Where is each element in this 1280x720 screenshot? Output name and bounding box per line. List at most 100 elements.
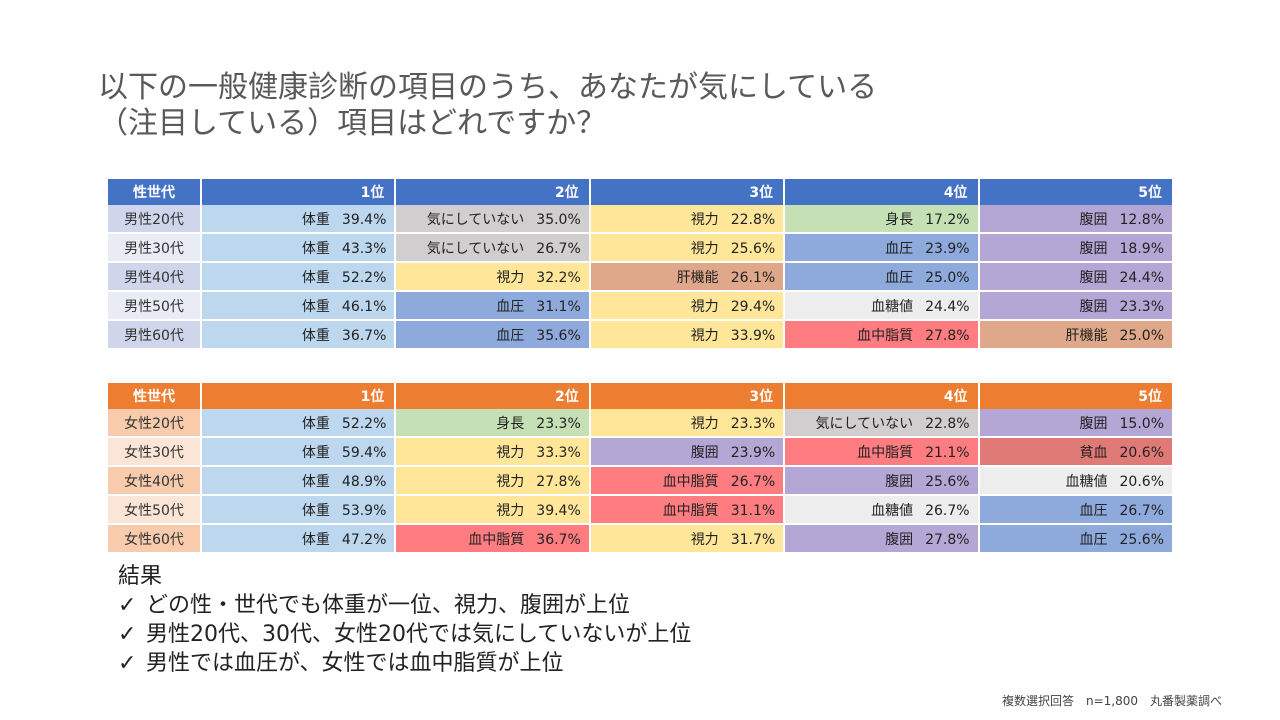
- percentage: 23.9%: [925, 240, 970, 257]
- percentage: 18.9%: [1119, 240, 1164, 257]
- percentage: 25.6%: [925, 473, 970, 490]
- group-label: 女性30代: [108, 438, 200, 467]
- header-rank-5: 5位: [979, 383, 1172, 409]
- item-name: 血中脂質: [857, 444, 914, 461]
- header-rank-5: 5位: [979, 179, 1172, 205]
- item-name: 体重: [301, 269, 330, 286]
- conclusion-item: ✓ 男性では血圧が、女性では血中脂質が上位: [118, 649, 691, 678]
- item-name: 腹囲: [690, 444, 719, 461]
- header-group: 性世代: [108, 179, 200, 205]
- rank-3-cell: 視力 22.8%: [590, 205, 784, 234]
- item-name: 腹囲: [1079, 269, 1108, 286]
- percentage: 46.1%: [341, 298, 387, 315]
- item-name: 血圧: [885, 269, 914, 286]
- percentage: 20.6%: [1119, 473, 1164, 490]
- check-icon: ✓: [118, 593, 137, 618]
- percentage: 39.4%: [341, 211, 387, 228]
- item-name: 腹囲: [885, 531, 914, 548]
- check-icon: ✓: [118, 622, 137, 647]
- header-group: 性世代: [108, 383, 200, 409]
- rank-1-cell: 体重 47.2%: [202, 525, 395, 554]
- group-label: 女性60代: [108, 525, 200, 554]
- percentage: 27.8%: [536, 473, 581, 490]
- female-header-row: 性世代 1位 2位 3位 4位 5位: [108, 383, 1172, 409]
- rank-1-cell: 体重 43.3%: [202, 234, 395, 263]
- item-name: 体重: [301, 473, 330, 490]
- header-rank-1: 1位: [202, 383, 395, 409]
- rank-4-cell: 腹囲 27.8%: [785, 525, 978, 554]
- rank-3-cell: 視力 31.7%: [590, 525, 784, 554]
- percentage: 33.3%: [536, 444, 581, 461]
- rank-4-cell: 腹囲 25.6%: [785, 467, 978, 496]
- item-name: 視力: [496, 444, 525, 461]
- percentage: 15.0%: [1119, 415, 1164, 432]
- rank-1-cell: 体重 59.4%: [202, 438, 395, 467]
- rank-1-cell: 体重 52.2%: [202, 263, 395, 292]
- rank-4-cell: 血圧 23.9%: [785, 234, 978, 263]
- item-name: 腹囲: [1079, 211, 1108, 228]
- rank-1-cell: 体重 53.9%: [202, 496, 395, 525]
- rank-5-cell: 血糖値 20.6%: [979, 467, 1172, 496]
- rank-2-cell: 身長 23.3%: [396, 409, 589, 438]
- item-name: 身長: [885, 211, 914, 228]
- female-ranking-table: 性世代 1位 2位 3位 4位 5位 女性20代 体重 52.2% 身長 23.3% 視力…: [106, 383, 1174, 554]
- percentage: 39.4%: [536, 502, 581, 519]
- percentage: 23.3%: [1119, 298, 1164, 315]
- percentage: 24.4%: [1119, 269, 1164, 286]
- item-name: 視力: [690, 298, 719, 315]
- percentage: 53.9%: [341, 502, 387, 519]
- rank-5-cell: 腹囲 18.9%: [979, 234, 1172, 263]
- rank-5-cell: 腹囲 12.8%: [979, 205, 1172, 234]
- rank-2-cell: 視力 39.4%: [396, 496, 589, 525]
- item-name: 体重: [301, 327, 330, 344]
- percentage: 31.1%: [730, 502, 776, 519]
- table-row: 女性50代 体重 53.9% 視力 39.4% 血中脂質 31.1% 血糖値 26.7% 血圧 26…: [108, 496, 1172, 525]
- item-name: 体重: [301, 531, 330, 548]
- percentage: 32.2%: [536, 269, 581, 286]
- item-name: 腹囲: [1079, 240, 1108, 257]
- item-name: 視力: [496, 502, 525, 519]
- item-name: 体重: [301, 298, 330, 315]
- rank-3-cell: 視力 29.4%: [590, 292, 784, 321]
- male-ranking-table: 性世代 1位 2位 3位 4位 5位 男性20代 体重 39.4% 気にしていない 35…: [106, 179, 1174, 350]
- percentage: 31.1%: [536, 298, 581, 315]
- rank-5-cell: 血圧 26.7%: [979, 496, 1172, 525]
- rank-3-cell: 視力 25.6%: [590, 234, 784, 263]
- percentage: 20.6%: [1119, 444, 1164, 461]
- item-name: 視力: [496, 269, 525, 286]
- rank-3-cell: 血中脂質 31.1%: [590, 496, 784, 525]
- rank-2-cell: 視力 27.8%: [396, 467, 589, 496]
- rank-2-cell: 視力 32.2%: [396, 263, 589, 292]
- percentage: 26.1%: [730, 269, 776, 286]
- item-name: 気にしていない: [426, 240, 525, 257]
- item-name: 血中脂質: [662, 502, 719, 519]
- header-rank-3: 3位: [590, 383, 784, 409]
- rank-1-cell: 体重 46.1%: [202, 292, 395, 321]
- percentage: 26.7%: [536, 240, 581, 257]
- table-row: 男性40代 体重 52.2% 視力 32.2% 肝機能 26.1% 血圧 25.0% 腹囲 24.4…: [108, 263, 1172, 292]
- rank-1-cell: 体重 48.9%: [202, 467, 395, 496]
- item-name: 血中脂質: [468, 531, 525, 548]
- item-name: 血糖値: [871, 298, 914, 315]
- group-label: 女性20代: [108, 409, 200, 438]
- item-name: 血糖値: [1065, 473, 1108, 490]
- item-name: 血圧: [1079, 502, 1108, 519]
- item-name: 肝機能: [1065, 327, 1108, 344]
- percentage: 47.2%: [341, 531, 387, 548]
- percentage: 23.9%: [730, 444, 776, 461]
- item-name: 血圧: [496, 298, 525, 315]
- conclusion-list: ✓ どの性・世代でも体重が一位、視力、腹囲が上位 ✓ 男性20代、30代、女性20代…: [118, 591, 691, 678]
- rank-4-cell: 身長 17.2%: [785, 205, 978, 234]
- percentage: 52.2%: [341, 415, 387, 432]
- rank-2-cell: 気にしていない 35.0%: [396, 205, 589, 234]
- item-name: 視力: [690, 211, 719, 228]
- table-row: 男性30代 体重 43.3% 気にしていない 26.7% 視力 25.6% 血圧 23.9% 腹囲…: [108, 234, 1172, 263]
- rank-1-cell: 体重 52.2%: [202, 409, 395, 438]
- item-name: 腹囲: [885, 473, 914, 490]
- rank-5-cell: 腹囲 23.3%: [979, 292, 1172, 321]
- percentage: 29.4%: [730, 298, 776, 315]
- male-header-row: 性世代 1位 2位 3位 4位 5位: [108, 179, 1172, 205]
- item-name: 体重: [301, 415, 330, 432]
- table-row: 女性60代 体重 47.2% 血中脂質 36.7% 視力 31.7% 腹囲 27.8% 血圧 25.…: [108, 525, 1172, 554]
- rank-4-cell: 気にしていない 22.8%: [785, 409, 978, 438]
